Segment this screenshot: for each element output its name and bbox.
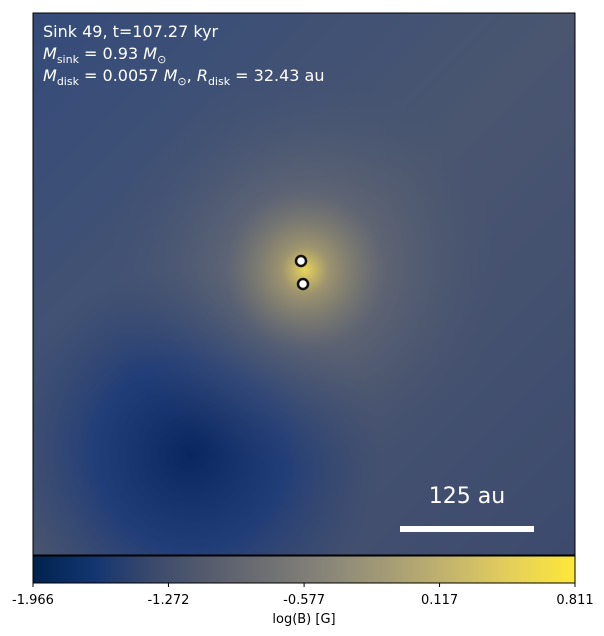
annotation: Mdisk = 0.0057 M⊙, Rdisk = 32.43 au bbox=[43, 66, 325, 88]
annotation-text: R bbox=[197, 66, 208, 85]
scale-bar-label: 125 au bbox=[429, 484, 505, 509]
annotation-text: = 0.0057 bbox=[79, 66, 164, 85]
scale-bar bbox=[400, 526, 534, 532]
annotation-text: = 0.93 bbox=[79, 44, 143, 63]
annotation-text: , bbox=[187, 66, 197, 85]
annotation-text: M bbox=[43, 44, 57, 63]
plot-frame bbox=[32, 12, 576, 556]
annotation: Sink 49, t=107.27 kyr bbox=[43, 22, 219, 41]
annotation-text: M bbox=[164, 66, 178, 85]
annotation: Msink = 0.93 M⊙ bbox=[43, 44, 166, 66]
subscript: ⊙ bbox=[157, 53, 166, 66]
image: 125 au bbox=[33, 13, 575, 555]
subscript: sink bbox=[57, 53, 80, 66]
annotation-text: M bbox=[143, 44, 157, 63]
subscript: disk bbox=[57, 75, 80, 88]
subscript: disk bbox=[208, 75, 231, 88]
annotation-text: Sink 49, t=107.27 kyr bbox=[43, 22, 219, 41]
sink-marker bbox=[296, 277, 310, 291]
colorbar-tick-label: 0.811 bbox=[556, 593, 593, 608]
annotation-text: = 32.43 au bbox=[230, 66, 324, 85]
colorbar-axis: -1.966 -1.272 -0.577 0.117 0.811 bbox=[12, 583, 594, 608]
colorbar-tick-label: 0.117 bbox=[421, 593, 458, 608]
colorbar-label: log(B) [G] bbox=[272, 612, 335, 627]
colorbar-tick-label: -1.272 bbox=[147, 593, 189, 608]
sink-marker bbox=[294, 254, 308, 268]
colorbar-tick-label: -1.966 bbox=[12, 593, 54, 608]
subscript: ⊙ bbox=[177, 75, 186, 88]
colorbar-tick-label: -0.577 bbox=[283, 593, 325, 608]
colorbar bbox=[32, 555, 576, 584]
annotation-text: M bbox=[43, 66, 57, 85]
